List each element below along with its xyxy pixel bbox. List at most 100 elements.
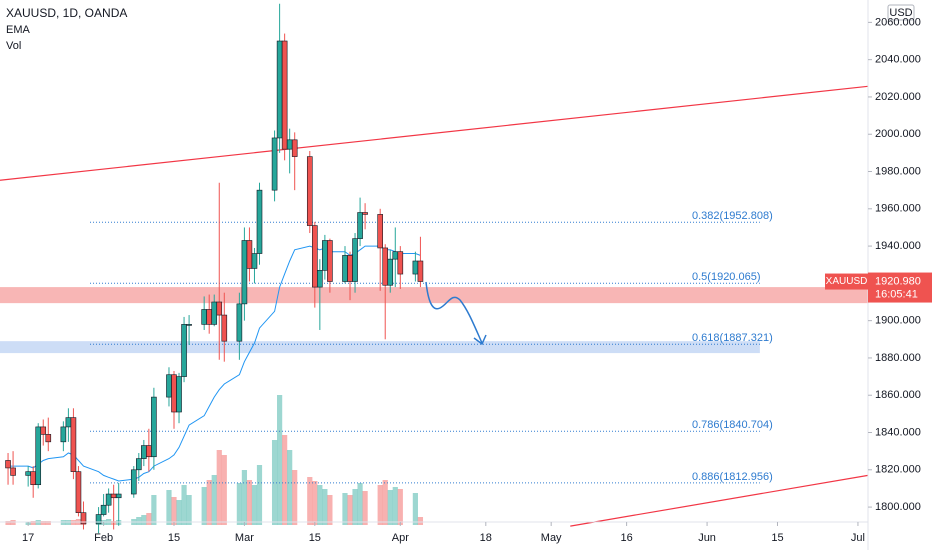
candle-body xyxy=(357,212,363,239)
candle-body xyxy=(115,493,122,499)
candle-body xyxy=(241,240,248,305)
volume-bar xyxy=(40,521,46,525)
volume-bar xyxy=(236,483,242,525)
trend-line xyxy=(570,474,869,527)
x-tick-label: Jun xyxy=(698,532,716,544)
price-tag xyxy=(868,272,932,303)
x-tick-label: 15 xyxy=(168,532,180,544)
volume-bar xyxy=(201,487,207,525)
y-tick-label: 1840.000 xyxy=(875,426,921,438)
candle-body xyxy=(327,240,333,282)
volume-bar xyxy=(136,517,142,525)
currency-box[interactable] xyxy=(887,4,915,21)
candle-body xyxy=(105,493,112,506)
candle-body xyxy=(347,255,353,282)
x-tick-label: 18 xyxy=(480,532,492,544)
symbol-tag xyxy=(825,273,868,290)
candle-body xyxy=(30,471,36,486)
candle-body xyxy=(281,40,288,150)
candle-body xyxy=(387,258,394,286)
candle-body xyxy=(362,212,368,215)
candle-body xyxy=(135,458,142,471)
volume-bar xyxy=(45,521,51,525)
candle-body xyxy=(397,251,404,275)
candle-body xyxy=(166,374,172,398)
volume-bar xyxy=(30,521,36,525)
legend-item[interactable]: EMA xyxy=(6,24,31,36)
y-tick-label: 2000.000 xyxy=(875,128,921,140)
x-tick-label: 17 xyxy=(22,532,34,544)
chart-title: XAUUSD, 1D, OANDA xyxy=(6,6,127,20)
candle-body xyxy=(141,445,147,459)
volume-bar xyxy=(387,490,393,525)
candle-body xyxy=(322,240,328,271)
candle-body xyxy=(412,260,419,275)
candle-body xyxy=(382,247,389,286)
candle-body xyxy=(10,467,16,476)
x-tick-label: Apr xyxy=(392,532,409,544)
x-tick-label: Feb xyxy=(94,532,113,544)
volume-bar xyxy=(352,489,358,525)
candle-body xyxy=(45,434,52,443)
candle-body xyxy=(146,445,152,458)
trend-line xyxy=(0,85,869,181)
volume-bar xyxy=(347,495,353,525)
candle-body xyxy=(306,156,313,226)
candle-body xyxy=(35,426,42,486)
volume-bar xyxy=(181,485,187,525)
volume-bar xyxy=(256,465,263,525)
volume-bar xyxy=(271,440,278,525)
volume-bar xyxy=(251,485,258,525)
candle-body xyxy=(312,225,318,288)
volume-bar xyxy=(397,489,403,525)
candle-body xyxy=(246,240,253,269)
candle-body xyxy=(25,471,31,476)
candle-body xyxy=(276,40,283,139)
volume-bar xyxy=(312,481,318,525)
candle-body xyxy=(392,251,399,260)
candle-body xyxy=(201,309,207,325)
candle-body xyxy=(221,314,228,342)
volume-bar xyxy=(327,495,333,525)
y-tick-label: 1960.000 xyxy=(875,203,921,215)
volume-bar xyxy=(166,490,172,525)
candle-body xyxy=(251,253,258,269)
candle-body xyxy=(100,504,107,515)
volume-bar xyxy=(186,495,192,525)
y-tick-label: 1900.000 xyxy=(875,315,921,327)
y-tick-label: 1980.000 xyxy=(875,165,921,177)
legend-item[interactable]: Vol xyxy=(6,40,21,52)
candle-body xyxy=(377,214,383,249)
y-tick-label: 1820.000 xyxy=(875,464,921,476)
volume-bar xyxy=(322,489,328,525)
candle-body xyxy=(317,270,323,288)
candle-body xyxy=(40,426,47,435)
candle-body xyxy=(151,396,157,458)
volume-bar xyxy=(357,483,363,525)
volume-bar xyxy=(377,485,383,525)
price-tag-label: 1920.980 xyxy=(875,275,921,287)
fib-label: 0.886(1812.956) xyxy=(692,471,773,483)
x-tick-label: 16 xyxy=(620,532,632,544)
volume-bar xyxy=(146,513,152,525)
candle-body xyxy=(286,139,293,150)
ema-line xyxy=(8,245,421,482)
volume-bar xyxy=(171,497,177,525)
zone xyxy=(0,287,868,304)
candle-body xyxy=(176,376,182,413)
candle-body xyxy=(186,324,192,326)
volume-bar xyxy=(211,475,217,525)
candle-body xyxy=(352,238,358,282)
volume-bar xyxy=(206,480,212,525)
volume-bar xyxy=(392,487,398,525)
y-tick-label: 1880.000 xyxy=(875,352,921,364)
volume-bar xyxy=(141,515,147,525)
candle-body xyxy=(171,374,177,413)
x-tick-label: Jul xyxy=(851,532,865,544)
zone xyxy=(0,341,760,354)
candle-body xyxy=(291,139,298,157)
y-tick-label: 1860.000 xyxy=(875,389,921,401)
volume-bar xyxy=(382,480,388,525)
candle-body xyxy=(181,324,187,377)
